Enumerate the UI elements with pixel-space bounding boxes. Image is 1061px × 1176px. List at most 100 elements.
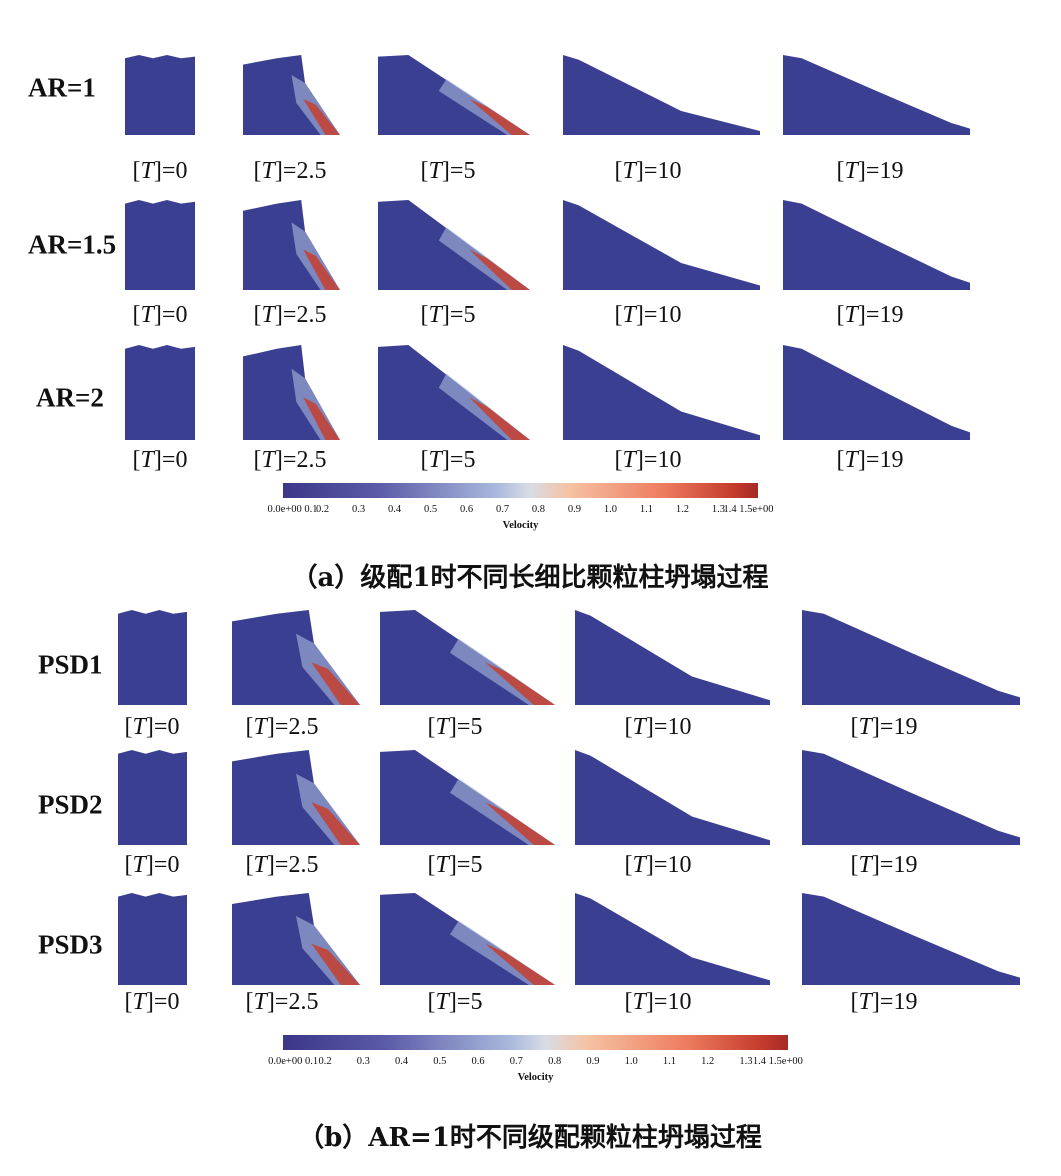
- time-label-part: T: [632, 852, 646, 878]
- colorbar-tick: 1.2: [701, 1056, 715, 1067]
- time-label-part: 2.5: [296, 447, 327, 473]
- time-label-part: [: [124, 714, 133, 740]
- time-label-part: [: [245, 714, 254, 740]
- time-label: [T]=19: [837, 447, 904, 474]
- particle-snapshot: [563, 55, 760, 135]
- time-label-part: T: [622, 447, 636, 473]
- time-label-part: ]=: [448, 714, 471, 740]
- time-label-part: 10: [657, 447, 682, 473]
- time-label-part: [: [836, 302, 845, 328]
- time-label-part: T: [261, 447, 275, 473]
- time-label-part: ]=: [441, 447, 464, 473]
- particle-snapshot: [243, 345, 340, 440]
- particle-snapshot: [232, 750, 360, 845]
- time-label-part: 19: [879, 158, 904, 184]
- time-label: [T]=19: [837, 302, 904, 329]
- colorbar-tick: 0.5: [423, 504, 438, 515]
- colorbar-tick: 0.7: [509, 1056, 523, 1067]
- time-label-part: T: [261, 302, 275, 328]
- particle-snapshot: [380, 893, 555, 985]
- time-label-part: T: [435, 714, 449, 740]
- time-label-part: [: [624, 989, 633, 1015]
- time-label-part: [: [427, 714, 436, 740]
- time-label-part: ]=: [266, 714, 289, 740]
- time-label-part: T: [632, 714, 646, 740]
- time-label-part: T: [858, 989, 872, 1015]
- time-label-part: ]=: [857, 158, 880, 184]
- colorbar-title: Velocity: [517, 1072, 554, 1083]
- time-label-part: 5: [463, 447, 476, 473]
- time-label-part: T: [253, 714, 267, 740]
- time-label-part: [: [132, 158, 141, 184]
- particle-snapshot: [380, 610, 555, 705]
- time-label-part: 0: [167, 989, 180, 1015]
- particle-snapshot: [125, 200, 195, 290]
- particle-snapshot: [118, 893, 187, 985]
- time-label: [T]=5: [428, 989, 483, 1016]
- time-label-part: 5: [470, 852, 483, 878]
- time-label: [T]=0: [133, 302, 188, 329]
- time-label-part: [: [124, 989, 133, 1015]
- particle-snapshot: [783, 200, 970, 290]
- time-label-part: ]=: [441, 158, 464, 184]
- particle-snapshot: [125, 345, 195, 440]
- colorbar-tick: 0.3: [356, 1056, 370, 1067]
- time-label-part: T: [428, 158, 442, 184]
- particle-snapshot: [575, 893, 770, 985]
- time-label-part: [: [427, 989, 436, 1015]
- colorbar-tick: 1.4 1.5e+00: [723, 504, 774, 515]
- colorbar-tick: 0.9: [567, 504, 582, 515]
- particle-snapshot: [118, 610, 187, 705]
- time-label: [T]=2.5: [254, 447, 327, 474]
- time-label-part: ]=: [441, 302, 464, 328]
- particle-snapshot: [232, 893, 360, 985]
- time-label-part: ]=: [857, 302, 880, 328]
- time-label-part: T: [858, 852, 872, 878]
- time-label-part: [: [124, 852, 133, 878]
- time-label-part: 2.5: [288, 989, 319, 1015]
- time-label-part: T: [428, 447, 442, 473]
- time-label-part: ]=: [448, 989, 471, 1015]
- time-label-part: ]=: [145, 989, 168, 1015]
- time-label-part: T: [428, 302, 442, 328]
- time-label-part: T: [140, 302, 154, 328]
- time-label-part: ]=: [635, 302, 658, 328]
- time-label-part: ]=: [871, 714, 894, 740]
- particle-snapshot: [118, 750, 187, 845]
- time-label: [T]=10: [615, 158, 682, 185]
- time-label-part: [: [614, 447, 623, 473]
- particle-snapshot: [575, 610, 770, 705]
- time-label-part: ]=: [153, 447, 176, 473]
- time-label-part: T: [844, 158, 858, 184]
- particle-snapshot: [802, 750, 1020, 845]
- time-label-part: [: [132, 447, 141, 473]
- colorbar-tick: 0.4: [395, 1056, 409, 1067]
- colorbar-tick: 1.3: [739, 1056, 753, 1067]
- time-label-part: [: [420, 447, 429, 473]
- time-label: [T]=0: [133, 447, 188, 474]
- time-label-part: [: [253, 447, 262, 473]
- time-label-part: 19: [879, 447, 904, 473]
- time-label: [T]=2.5: [254, 158, 327, 185]
- panel_a-row-label: AR=2: [36, 382, 104, 413]
- time-label-part: [: [253, 302, 262, 328]
- colorbar-tick: 1.1: [639, 504, 653, 515]
- time-label-part: ]=: [871, 989, 894, 1015]
- time-label: [T]=10: [615, 302, 682, 329]
- particle-snapshot: [802, 893, 1020, 985]
- particle-snapshot: [232, 610, 360, 705]
- time-label-part: ]=: [145, 714, 168, 740]
- time-label-part: 0: [167, 852, 180, 878]
- time-label-part: ]=: [635, 447, 658, 473]
- time-label: [T]=0: [133, 158, 188, 185]
- time-label: [T]=0: [125, 714, 180, 741]
- time-label-part: ]=: [645, 852, 668, 878]
- colorbar-tick: 1.4 1.5e+00: [752, 1056, 803, 1067]
- time-label-part: T: [253, 989, 267, 1015]
- colorbar-tick: 0.2: [316, 504, 330, 515]
- panel_a-row-label: AR=1.5: [28, 229, 117, 260]
- colorbar-tick: 0.2: [318, 1056, 332, 1067]
- time-label-part: T: [844, 447, 858, 473]
- time-label-part: 10: [657, 158, 682, 184]
